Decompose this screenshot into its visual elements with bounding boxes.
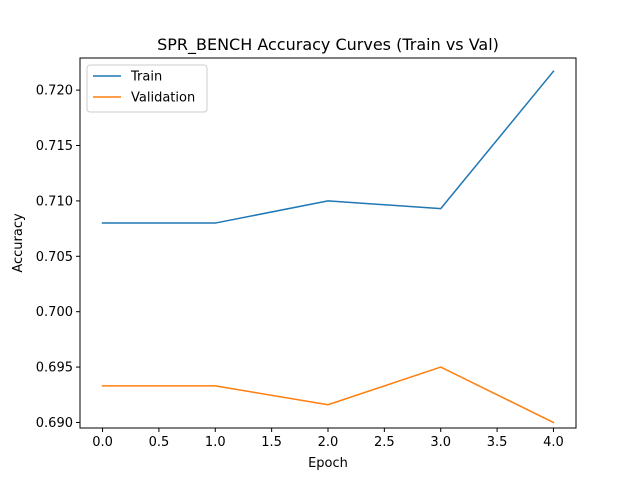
series-line-train: [101, 70, 555, 224]
y-tick-label: 0.695: [36, 361, 73, 376]
x-tick-label: 2.5: [374, 435, 395, 450]
legend: Train Validation: [86, 64, 208, 113]
y-tick-label: 0.700: [36, 305, 73, 320]
y-tick-label: 0.690: [36, 416, 73, 431]
y-tick-label: 0.710: [36, 194, 73, 209]
legend-label-train: Train: [130, 70, 162, 85]
x-tick-label: 0.5: [149, 435, 170, 450]
x-tick-label: 3.5: [487, 435, 508, 450]
x-tick-label: 3.0: [430, 435, 451, 450]
x-tick-label: 4.0: [543, 435, 564, 450]
y-axis-ticks: 0.690 0.695 0.700 0.705 0.710 0.715 0.720: [36, 84, 80, 431]
x-tick-label: 2.0: [318, 435, 339, 450]
x-tick-label: 0.0: [92, 435, 113, 450]
x-axis-label: Epoch: [308, 456, 348, 471]
y-axis-label: Accuracy: [11, 213, 26, 273]
legend-label-validation: Validation: [131, 91, 195, 106]
y-tick-label: 0.720: [36, 84, 73, 99]
series-line-validation: [101, 366, 555, 424]
y-tick-label: 0.705: [36, 250, 73, 265]
x-tick-label: 1.0: [205, 435, 226, 450]
chart-title: SPR_BENCH Accuracy Curves (Train vs Val): [157, 35, 499, 55]
plot-frame: [79, 57, 577, 429]
plot-lines: [101, 70, 555, 424]
x-axis-ticks: 0.0 0.5 1.0 1.5 2.0 2.5 3.0 3.5 4.0: [92, 428, 564, 450]
y-tick-label: 0.715: [36, 139, 73, 154]
x-tick-label: 1.5: [261, 435, 282, 450]
